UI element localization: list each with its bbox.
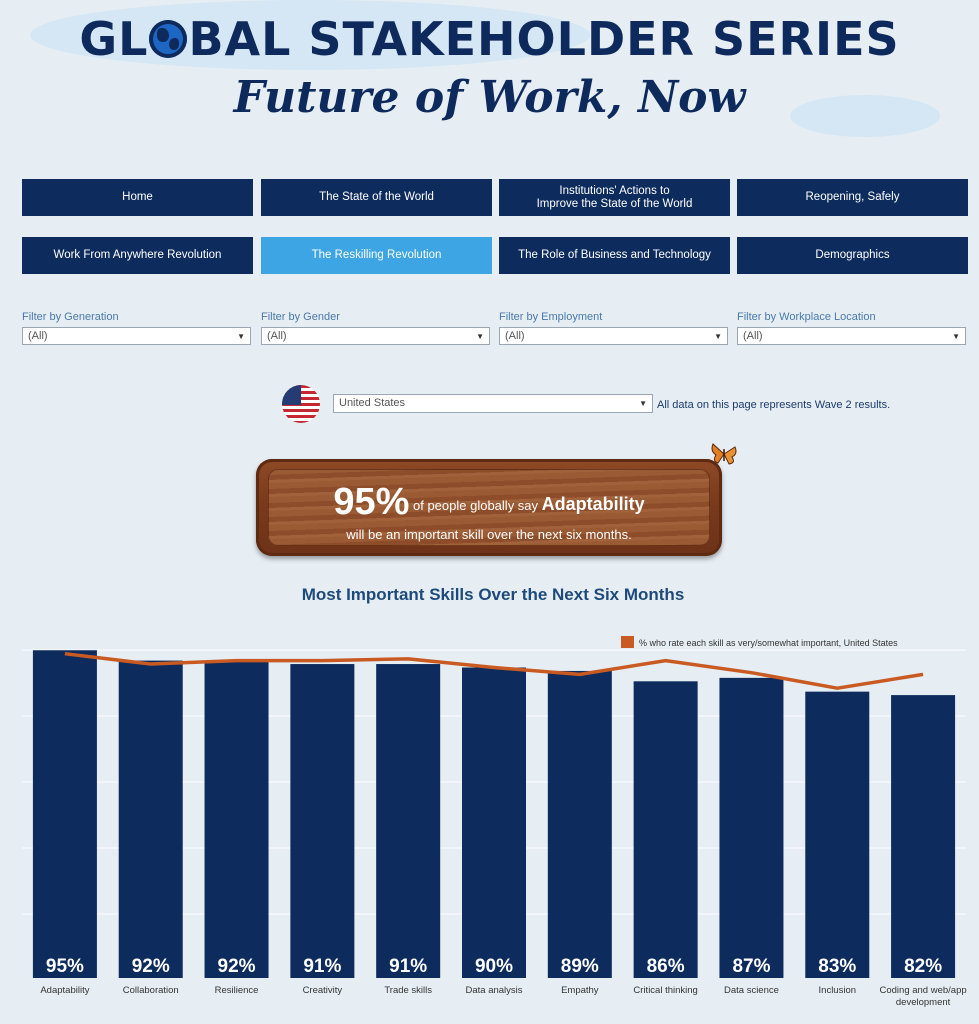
bar-value-label: 87% (732, 956, 770, 977)
filter-value: (All) (743, 330, 763, 342)
bar (633, 681, 698, 978)
category-label: Data science (724, 985, 779, 996)
bar-value-label: 89% (561, 956, 599, 977)
category-label: Adaptability (40, 985, 89, 996)
nav-button[interactable]: The State of the World (261, 179, 492, 216)
nav-button[interactable]: The Role of Business and Technology (499, 237, 730, 274)
wave-note: All data on this page represents Wave 2 … (657, 399, 891, 411)
globe-icon (149, 20, 188, 58)
brush-decoration-top (30, 0, 590, 70)
chart-legend: % who rate each skill as very/somewhat i… (621, 636, 898, 648)
callout-percent: 95% (333, 481, 410, 523)
bar (805, 691, 870, 978)
bar (891, 695, 956, 978)
filter-select[interactable]: (All) ▼ (261, 327, 490, 345)
bar-value-label: 91% (303, 956, 341, 977)
nav-button-label: Reopening, Safely (805, 191, 900, 203)
nav-button-label: Work From Anywhere Revolution (53, 249, 222, 261)
bar-value-label: 91% (389, 956, 427, 977)
nav-button-label: The Reskilling Revolution (311, 249, 442, 261)
us-flag-icon (282, 385, 320, 423)
category-label: Resilience (215, 985, 259, 996)
country-select[interactable]: United States ▼ (333, 394, 653, 413)
nav-button-label: The State of the World (319, 191, 434, 203)
filter-value: (All) (28, 330, 48, 342)
filter-select[interactable]: (All) ▼ (22, 327, 251, 345)
chevron-down-icon: ▼ (476, 332, 484, 341)
callout-text-a: of people globally say (409, 498, 542, 513)
chevron-down-icon: ▼ (952, 332, 960, 341)
bar (547, 670, 612, 978)
category-label: development (896, 997, 951, 1008)
filter-label: Filter by Employment (499, 311, 603, 323)
chart-title: Most Important Skills Over the Next Six … (301, 585, 685, 604)
bar-value-label: 83% (818, 956, 856, 977)
category-label: Trade skills (384, 985, 432, 996)
legend-swatch (621, 636, 634, 648)
bar (376, 664, 441, 978)
page-title: GL BAL STAKEHOLDER SERIES (79, 12, 900, 66)
callout-skill: Adaptability (541, 494, 645, 514)
filter-select[interactable]: (All) ▼ (737, 327, 966, 345)
nav-button-label: Demographics (815, 249, 890, 261)
nav-button-label: The Role of Business and Technology (518, 249, 711, 261)
filter-label: Filter by Gender (261, 311, 340, 323)
category-label: Empathy (561, 985, 599, 996)
nav-button-label: Home (122, 191, 153, 203)
chevron-down-icon: ▼ (714, 332, 722, 341)
bar-value-label: 82% (904, 956, 942, 977)
bar-value-label: 95% (46, 956, 84, 977)
nav-button[interactable]: Reopening, Safely (737, 179, 968, 216)
bar (204, 660, 269, 978)
bar-value-label: 92% (132, 956, 170, 977)
callout-line-1: 95% of people globally say Adaptability (256, 481, 722, 524)
board-wood (268, 469, 710, 546)
series-line (64, 651, 924, 690)
callout-line-2: will be an important skill over the next… (346, 527, 632, 542)
butterfly-icon (711, 443, 737, 465)
filter-select[interactable]: (All) ▼ (499, 327, 728, 345)
nav-button[interactable]: Institutions' Actions to Improve the Sta… (499, 179, 730, 216)
bar (290, 664, 355, 978)
category-label: Coding and web/app (880, 985, 967, 996)
filter-value: (All) (505, 330, 525, 342)
nav-button[interactable]: Demographics (737, 237, 968, 274)
bar (32, 650, 97, 978)
category-label: Data analysis (465, 985, 522, 996)
bar-value-label: 92% (218, 956, 256, 977)
bar-value-label: 90% (475, 956, 513, 977)
category-label: Critical thinking (633, 985, 697, 996)
bar (118, 660, 183, 978)
filter-value: (All) (267, 330, 287, 342)
category-label: Creativity (303, 985, 343, 996)
nav-button[interactable]: The Reskilling Revolution (261, 237, 492, 274)
nav-button-label: Institutions' Actions to Improve the Sta… (536, 184, 693, 210)
chevron-down-icon: ▼ (237, 332, 245, 341)
bar-value-label: 86% (647, 956, 685, 977)
nav-button[interactable]: Home (22, 179, 253, 216)
bar (719, 677, 784, 978)
callout-board: 95% of people globally say Adaptability … (256, 459, 722, 556)
category-label: Collaboration (123, 985, 179, 996)
brush-decoration-right (790, 95, 940, 137)
chevron-down-icon: ▼ (639, 399, 647, 408)
filter-label: Filter by Workplace Location (737, 311, 876, 323)
category-label: Inclusion (819, 985, 857, 996)
nav-button[interactable]: Work From Anywhere Revolution (22, 237, 253, 274)
page-subtitle: Future of Work, Now (233, 72, 746, 123)
bar (462, 667, 526, 978)
filter-label: Filter by Generation (22, 311, 119, 323)
legend-label: % who rate each skill as very/somewhat i… (639, 638, 898, 648)
skills-chart: 95% Adaptability 92% Collaboration 92% Resili… (22, 649, 967, 1008)
